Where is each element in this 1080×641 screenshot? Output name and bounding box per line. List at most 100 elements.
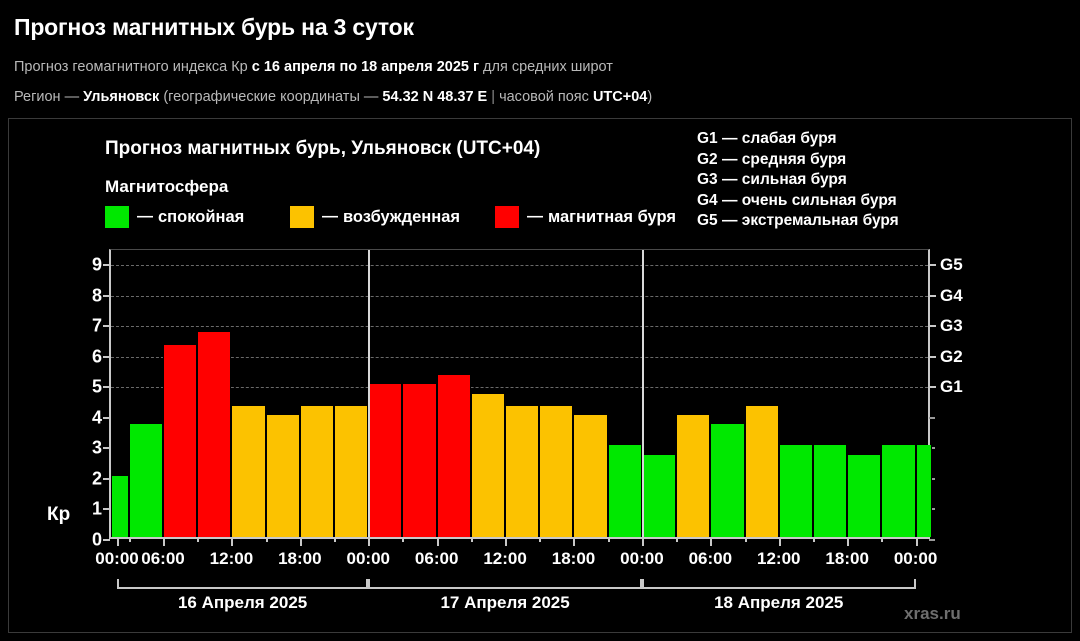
x-tick-label-0: 00:00 [95, 549, 139, 568]
bar-1 [128, 424, 163, 537]
bar-21 [812, 445, 848, 537]
legend-dash-calm: — [137, 208, 153, 225]
g-axis-minor-tick-1 [929, 508, 935, 511]
bar-19 [744, 405, 779, 537]
bar-17 [676, 414, 711, 537]
x-minor-tick-7 [334, 537, 337, 542]
x-tick-mark-5 [436, 537, 439, 546]
y-tick-mark-5 [103, 386, 110, 389]
legend-label-active: возбужденная [343, 207, 461, 226]
x-minor-tick-17 [676, 537, 679, 542]
y-tick-label-8: 8 [91, 285, 102, 306]
x-tick-label-5: 06:00 [414, 549, 459, 568]
x-tick-label-11: 18:00 [825, 549, 869, 568]
x-minor-tick-9 [402, 537, 405, 542]
g-axis-label-g4: G4 [940, 285, 963, 305]
bar-9 [402, 384, 437, 537]
gridline-kp-5 [111, 387, 928, 389]
x-tick-mark-2 [231, 537, 234, 546]
day-label-3: 18 Апреля 2025 [714, 593, 844, 612]
bar-18 [710, 424, 745, 537]
g-axis-minor-tick-4 [929, 416, 935, 419]
x-tick-label-3: 18:00 [278, 549, 322, 568]
timezone-label: часовой пояс [499, 89, 593, 105]
y-tick-mark-6 [103, 355, 110, 358]
y-tick-mark-1 [103, 508, 110, 511]
region-prefix: Регион — [14, 89, 84, 105]
x-tick-mark-7 [573, 537, 576, 546]
page-title: Прогноз магнитных бурь на 3 суток [14, 14, 414, 40]
x-tick-mark-10 [778, 537, 781, 546]
magnetosphere-legend: — спокойная — возбужденная — магнитная б… [105, 206, 685, 230]
bar-4 [231, 405, 266, 537]
x-tick-mark-11 [847, 537, 850, 546]
y-tick-label-9: 9 [91, 254, 102, 275]
y-axis-title: Кp [47, 504, 71, 525]
x-minor-tick-13 [539, 537, 542, 542]
x-tick-label-2: 12:00 [209, 549, 254, 568]
x-minor-tick-5 [265, 537, 268, 542]
region-separator: | [487, 89, 500, 105]
bar-6 [299, 405, 335, 537]
region-name: Ульяновск [83, 89, 160, 105]
bar-2 [162, 344, 198, 537]
gridline-kp-7 [111, 326, 928, 328]
x-tick-label-7: 18:00 [551, 549, 596, 568]
x-tick-mark-4 [368, 537, 371, 546]
y-tick-label-6: 6 [91, 346, 102, 367]
bar-14 [573, 414, 608, 537]
x-tick-label-8: 00:00 [620, 549, 664, 568]
bar-11 [470, 393, 506, 537]
watermark: xras.ru [904, 604, 961, 623]
g-scale-item-g4: G4 — очень сильная буря [697, 191, 897, 209]
magnetosphere-label: Магнитосфера [105, 177, 229, 196]
x-minor-tick-15 [607, 537, 610, 542]
x-minor-tick-19 [744, 537, 747, 542]
day-label-2: 17 Апреля 2025 [440, 593, 570, 612]
forecast-subtitle: Прогноз геомагнитного индекса Кр с 16 ап… [14, 59, 1080, 76]
y-tick-label-4: 4 [91, 407, 102, 428]
x-tick-label-1: 06:00 [141, 549, 185, 568]
page-header: Прогноз магнитных бурь на 3 суток Прогно… [0, 0, 1080, 106]
g-axis-tick-g2 [929, 355, 936, 358]
subtitle-prefix: Прогноз геомагнитного индекса Кр [14, 59, 252, 75]
bar-8 [368, 384, 403, 537]
y-tick-label-3: 3 [91, 437, 102, 458]
x-minor-tick-23 [881, 537, 884, 542]
region-coordinates: 54.32 N 48.37 E [382, 89, 488, 105]
subtitle-suffix: для средних широт [479, 59, 613, 75]
bar-16 [641, 454, 677, 537]
legend-item-active: — возбужденная [290, 206, 460, 228]
y-tick-mark-2 [103, 477, 110, 480]
y-tick-label-2: 2 [91, 468, 102, 489]
x-tick-mark-8 [641, 537, 644, 546]
g-axis-minor-tick-0 [929, 539, 935, 541]
x-tick-label-9: 06:00 [688, 549, 733, 568]
bar-3 [197, 332, 232, 537]
bar-10 [436, 375, 471, 537]
g-axis-label-g2: G2 [940, 346, 963, 366]
bar-20 [778, 445, 813, 537]
g-axis-tick-g1 [929, 386, 936, 389]
y-tick-label-7: 7 [91, 315, 102, 336]
g-axis-label-g1: G1 [940, 377, 963, 397]
y-tick-mark-4 [103, 416, 110, 419]
x-minor-tick-11 [470, 537, 473, 542]
chart-title: Прогноз магнитных бурь, Ульяновск (UTC+0… [105, 138, 541, 159]
legend-swatch-storm-icon [495, 206, 519, 228]
x-tick-mark-9 [710, 537, 713, 546]
x-tick-label-6: 12:00 [483, 549, 527, 568]
day-label-1: 16 Апреля 2025 [177, 593, 308, 612]
x-tick-label-12: 00:00 [893, 549, 938, 568]
y-tick-label-0: 0 [91, 529, 102, 550]
bar-23 [881, 445, 916, 537]
y-tick-mark-0 [103, 539, 110, 541]
g-scale-item-g3: G3 — сильная буря [697, 171, 847, 188]
g-axis-minor-tick-2 [929, 477, 935, 480]
y-tick-mark-9 [103, 264, 110, 267]
bar-0 [111, 475, 129, 537]
g-axis-minor-tick-3 [929, 447, 935, 450]
chart-card: Прогноз магнитных бурь, Ульяновск (UTC+0… [8, 118, 1072, 633]
